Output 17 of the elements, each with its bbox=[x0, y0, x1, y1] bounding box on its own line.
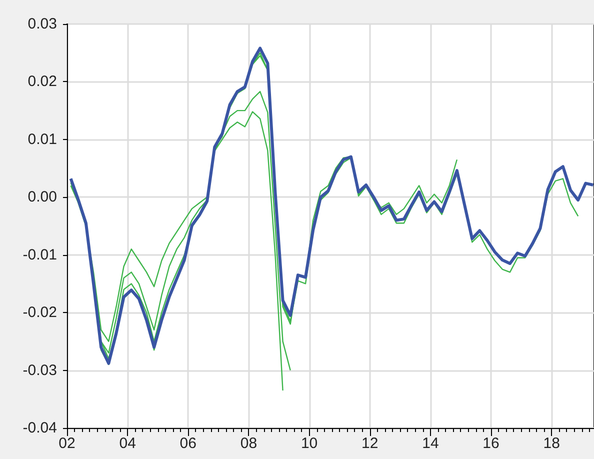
y-tick-label: -0.01 bbox=[22, 246, 57, 264]
y-tick-label: -0.02 bbox=[22, 304, 57, 322]
x-tick-label: 02 bbox=[58, 435, 76, 452]
x-tick-label: 06 bbox=[180, 435, 196, 452]
y-tick-label: 0.01 bbox=[28, 130, 57, 148]
x-tick-label: 08 bbox=[240, 435, 258, 452]
x-tick-label: 10 bbox=[300, 435, 318, 452]
x-tick-label: 16 bbox=[482, 435, 500, 452]
y-tick-label: 0.00 bbox=[28, 188, 57, 206]
x-tick-label: 14 bbox=[422, 435, 439, 452]
y-tick-label: 0.03 bbox=[28, 16, 57, 32]
x-tick-label: 04 bbox=[119, 435, 136, 452]
y-tick-label: -0.03 bbox=[22, 362, 57, 379]
x-tick-label: 18 bbox=[543, 435, 560, 452]
x-tick-label: 12 bbox=[362, 435, 378, 452]
y-tick-label: -0.04 bbox=[22, 420, 57, 436]
y-tick-label: 0.02 bbox=[28, 73, 57, 90]
